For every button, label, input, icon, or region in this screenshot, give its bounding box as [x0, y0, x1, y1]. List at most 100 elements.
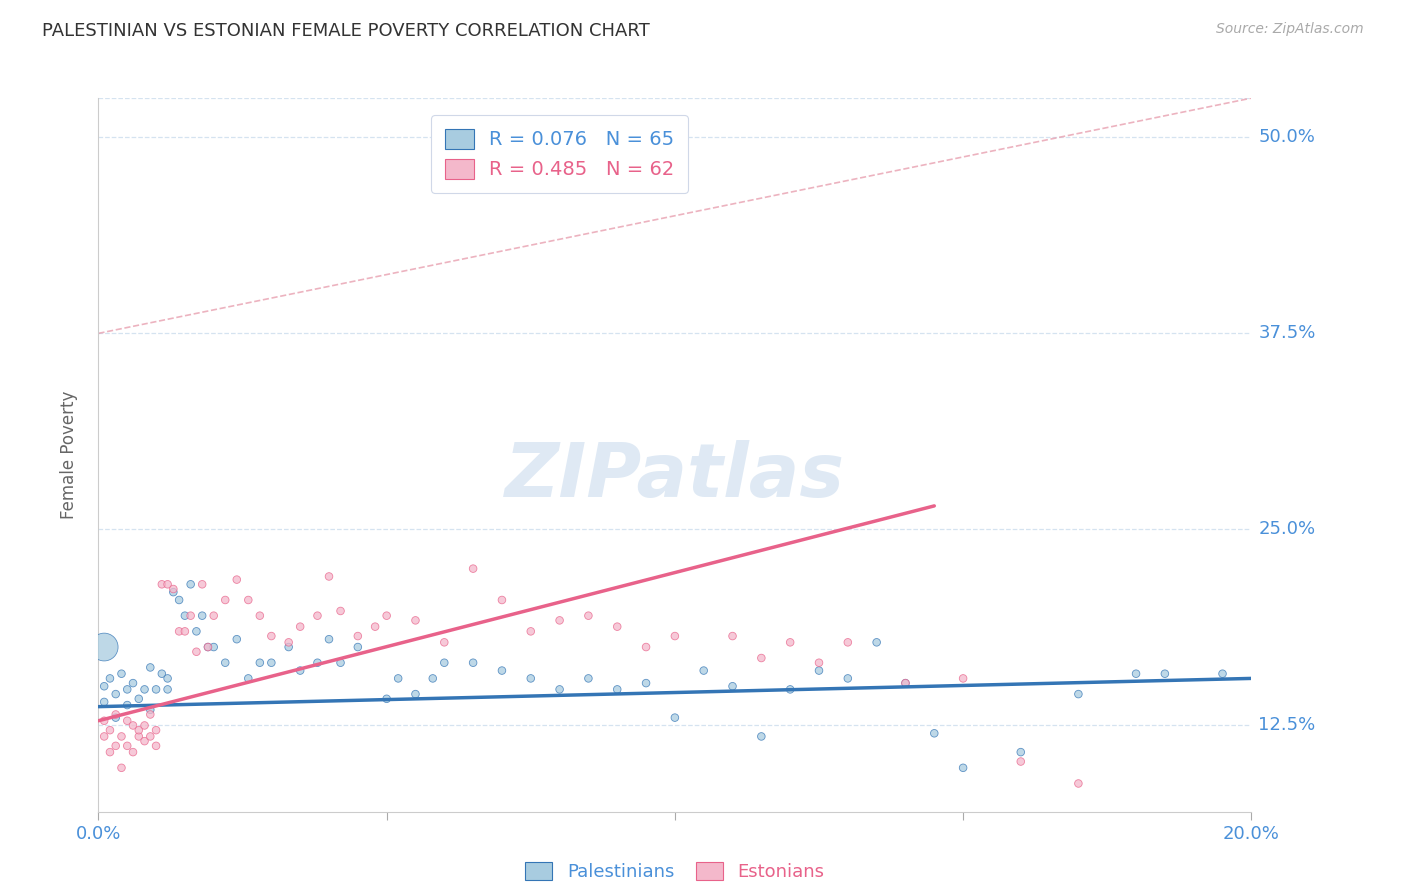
Point [491, 664, 513, 678]
Point [186, 624, 208, 639]
Point [520, 624, 543, 639]
Text: 50.0%: 50.0% [1258, 128, 1315, 146]
Point [721, 679, 744, 693]
Point [606, 620, 628, 634]
Point [664, 711, 686, 725]
Point [191, 608, 214, 623]
Point [197, 640, 219, 654]
Point [1010, 755, 1032, 769]
Point [664, 629, 686, 643]
Point [202, 640, 225, 654]
Point [1212, 666, 1234, 681]
Point [751, 730, 773, 744]
Point [249, 608, 271, 623]
Text: 12.5%: 12.5% [1258, 716, 1316, 734]
Point [329, 604, 352, 618]
Point [104, 707, 127, 722]
Point [191, 577, 214, 591]
Point [405, 613, 427, 627]
Point [422, 672, 444, 686]
Point [145, 739, 167, 753]
Point [1067, 776, 1090, 790]
Point [894, 676, 917, 690]
Legend: Palestinians, Estonians: Palestinians, Estonians [517, 855, 832, 888]
Point [104, 739, 127, 753]
Point [156, 682, 179, 697]
Point [156, 672, 179, 686]
Point [225, 632, 247, 647]
Point [98, 745, 121, 759]
Point [807, 664, 830, 678]
Point [117, 698, 138, 712]
Point [346, 640, 368, 654]
Point [405, 687, 427, 701]
Point [375, 608, 398, 623]
Point [110, 761, 132, 775]
Point [238, 672, 260, 686]
Point [837, 635, 859, 649]
Point [134, 682, 156, 697]
Point [346, 629, 368, 643]
Point [238, 593, 260, 607]
Point [150, 666, 173, 681]
Point [307, 656, 329, 670]
Point [145, 723, 167, 738]
Point [93, 714, 115, 728]
Point [277, 640, 299, 654]
Point [128, 723, 150, 738]
Point [578, 672, 600, 686]
Point [461, 561, 484, 575]
Point [180, 577, 202, 591]
Point [636, 676, 658, 690]
Text: PALESTINIAN VS ESTONIAN FEMALE POVERTY CORRELATION CHART: PALESTINIAN VS ESTONIAN FEMALE POVERTY C… [42, 22, 650, 40]
Point [364, 620, 387, 634]
Point [751, 651, 773, 665]
Point [180, 608, 202, 623]
Point [174, 608, 197, 623]
Point [197, 640, 219, 654]
Point [318, 632, 340, 647]
Point [318, 569, 340, 583]
Text: 37.5%: 37.5% [1258, 325, 1316, 343]
Point [167, 593, 190, 607]
Point [260, 656, 283, 670]
Point [186, 645, 208, 659]
Point [122, 718, 145, 732]
Point [578, 608, 600, 623]
Point [214, 656, 236, 670]
Point [150, 577, 173, 591]
Point [93, 730, 115, 744]
Point [104, 711, 127, 725]
Point [837, 672, 859, 686]
Point [461, 656, 484, 670]
Point [329, 656, 352, 670]
Point [721, 629, 744, 643]
Point [779, 635, 801, 649]
Point [1010, 745, 1032, 759]
Point [779, 682, 801, 697]
Point [139, 730, 162, 744]
Point [134, 718, 156, 732]
Point [202, 608, 225, 623]
Point [307, 608, 329, 623]
Point [225, 573, 247, 587]
Point [145, 682, 167, 697]
Point [214, 593, 236, 607]
Point [548, 613, 571, 627]
Point [952, 672, 974, 686]
Text: ZIPatlas: ZIPatlas [505, 440, 845, 513]
Point [1153, 666, 1175, 681]
Point [952, 761, 974, 775]
Text: Source: ZipAtlas.com: Source: ZipAtlas.com [1216, 22, 1364, 37]
Point [139, 660, 162, 674]
Point [162, 582, 184, 596]
Point [922, 726, 945, 740]
Point [93, 640, 115, 654]
Point [110, 730, 132, 744]
Point [98, 723, 121, 738]
Point [387, 672, 409, 686]
Point [167, 624, 190, 639]
Point [693, 664, 716, 678]
Point [104, 687, 127, 701]
Point [548, 682, 571, 697]
